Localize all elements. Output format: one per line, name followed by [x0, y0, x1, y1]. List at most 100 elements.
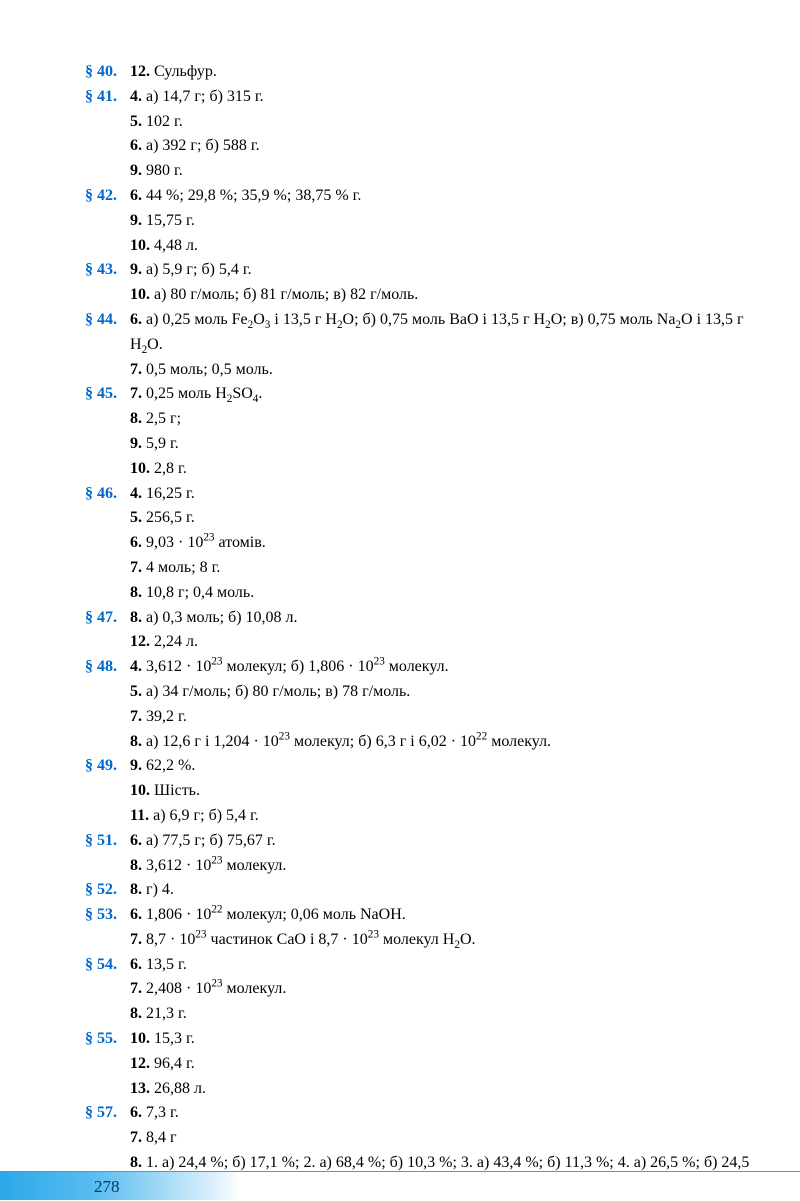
answer-content: 7. 8,4 г: [130, 1126, 750, 1151]
answer-content: 9. а) 5,9 г; б) 5,4 г.: [130, 258, 750, 283]
answer-content: 8. 2,5 г;: [130, 407, 750, 432]
answer-content: 4. 3,612 · 1023 молекул; б) 1,806 · 1023…: [130, 655, 750, 680]
answer-content: 7. 0,25 моль H2SO4.: [130, 382, 750, 407]
answer-content: 7. 39,2 г.: [130, 705, 750, 730]
answer-row: 7. 0,5 моль; 0,5 моль.: [85, 358, 750, 383]
answer-row: § 41.4. а) 14,7 г; б) 315 г.: [85, 85, 750, 110]
section-label: [85, 407, 130, 432]
answer-content: 12. Сульфур.: [130, 60, 750, 85]
section-label: [85, 1126, 130, 1151]
answer-row: § 43.9. а) 5,9 г; б) 5,4 г.: [85, 258, 750, 283]
answer-row: 11. а) 6,9 г; б) 5,4 г.: [85, 804, 750, 829]
answer-row: 9. 15,75 г.: [85, 209, 750, 234]
answer-content: 7. 2,408 · 1023 молекул.: [130, 977, 750, 1002]
section-label: [85, 705, 130, 730]
answer-row: 8. 10,8 г; 0,4 моль.: [85, 581, 750, 606]
section-label: § 52.: [85, 878, 130, 903]
section-label: [85, 1052, 130, 1077]
answer-content: 13. 26,88 л.: [130, 1077, 750, 1102]
answer-content: 5. а) 34 г/моль; б) 80 г/моль; в) 78 г/м…: [130, 680, 750, 705]
section-label: [85, 1002, 130, 1027]
answer-row: § 40.12. Сульфур.: [85, 60, 750, 85]
answer-content: 6. а) 77,5 г; б) 75,67 г.: [130, 829, 750, 854]
answer-content: 6. 44 %; 29,8 %; 35,9 %; 38,75 % г.: [130, 184, 750, 209]
answer-row: 5. а) 34 г/моль; б) 80 г/моль; в) 78 г/м…: [85, 680, 750, 705]
answer-row: 8. 21,3 г.: [85, 1002, 750, 1027]
section-label: [85, 531, 130, 556]
answer-content: 10. Шість.: [130, 779, 750, 804]
answer-row: § 57.6. 7,3 г.: [85, 1101, 750, 1126]
section-label: [85, 159, 130, 184]
answer-row: § 53.6. 1,806 · 1022 молекул; 0,06 моль …: [85, 903, 750, 928]
answer-content: 6. а) 0,25 моль Fe2O3 і 13,5 г H2O; б) 0…: [130, 308, 750, 358]
page-number: 278: [94, 1177, 120, 1197]
section-label: § 55.: [85, 1027, 130, 1052]
answer-content: 4. 16,25 г.: [130, 482, 750, 507]
section-label: § 47.: [85, 606, 130, 631]
section-label: [85, 928, 130, 953]
answer-content: 7. 8,7 · 1023 частинок CaO і 8,7 · 1023 …: [130, 928, 750, 953]
answer-row: § 55.10. 15,3 г.: [85, 1027, 750, 1052]
section-label: § 45.: [85, 382, 130, 407]
answer-row: 12. 2,24 л.: [85, 630, 750, 655]
answer-row: § 48.4. 3,612 · 1023 молекул; б) 1,806 ·…: [85, 655, 750, 680]
answer-content: 10. 2,8 г.: [130, 457, 750, 482]
answer-content: 12. 2,24 л.: [130, 630, 750, 655]
answer-row: 6. 9,03 · 1023 атомів.: [85, 531, 750, 556]
section-label: [85, 432, 130, 457]
answer-content: 10. а) 80 г/моль; б) 81 г/моль; в) 82 г/…: [130, 283, 750, 308]
section-label: [85, 110, 130, 135]
answer-content: 8. а) 12,6 г і 1,204 · 1023 молекул; б) …: [130, 730, 750, 755]
section-label: [85, 209, 130, 234]
section-label: [85, 581, 130, 606]
section-label: [85, 283, 130, 308]
answer-content: 12. 96,4 г.: [130, 1052, 750, 1077]
answer-row: 7. 4 моль; 8 г.: [85, 556, 750, 581]
answer-content: 5. 256,5 г.: [130, 506, 750, 531]
answer-row: 7. 2,408 · 1023 молекул.: [85, 977, 750, 1002]
answer-content: 10. 15,3 г.: [130, 1027, 750, 1052]
section-label: § 54.: [85, 953, 130, 978]
answer-content: 8. 3,612 · 1023 молекул.: [130, 854, 750, 879]
answer-row: 10. 2,8 г.: [85, 457, 750, 482]
answer-row: 6. а) 392 г; б) 588 г.: [85, 134, 750, 159]
section-label: § 44.: [85, 308, 130, 358]
section-label: [85, 680, 130, 705]
section-label: [85, 854, 130, 879]
section-label: § 51.: [85, 829, 130, 854]
answer-content: 9. 980 г.: [130, 159, 750, 184]
answer-content: 6. 1,806 · 1022 молекул; 0,06 моль NaOH.: [130, 903, 750, 928]
section-label: § 42.: [85, 184, 130, 209]
answer-content: 6. 9,03 · 1023 атомів.: [130, 531, 750, 556]
answer-row: § 52.8. г) 4.: [85, 878, 750, 903]
section-label: [85, 506, 130, 531]
answer-content: 9. 5,9 г.: [130, 432, 750, 457]
section-label: [85, 1077, 130, 1102]
answer-row: § 44.6. а) 0,25 моль Fe2O3 і 13,5 г H2O;…: [85, 308, 750, 358]
section-label: [85, 630, 130, 655]
answer-row: 10. а) 80 г/моль; б) 81 г/моль; в) 82 г/…: [85, 283, 750, 308]
answer-content: 9. 62,2 %.: [130, 754, 750, 779]
section-label: [85, 779, 130, 804]
section-label: § 57.: [85, 1101, 130, 1126]
answer-content: 10. 4,48 л.: [130, 234, 750, 259]
section-label: § 48.: [85, 655, 130, 680]
answer-content: 4. а) 14,7 г; б) 315 г.: [130, 85, 750, 110]
answer-row: 5. 256,5 г.: [85, 506, 750, 531]
section-label: [85, 804, 130, 829]
answer-row: 7. 8,4 г: [85, 1126, 750, 1151]
answer-content: 5. 102 г.: [130, 110, 750, 135]
answer-content: 6. а) 392 г; б) 588 г.: [130, 134, 750, 159]
footer-gradient-bar: [0, 1172, 240, 1200]
section-label: § 41.: [85, 85, 130, 110]
answer-row: § 54.6. 13,5 г.: [85, 953, 750, 978]
answer-row: § 42.6. 44 %; 29,8 %; 35,9 %; 38,75 % г.: [85, 184, 750, 209]
answer-content: 8. а) 0,3 моль; б) 10,08 л.: [130, 606, 750, 631]
answer-content: 9. 15,75 г.: [130, 209, 750, 234]
section-label: [85, 234, 130, 259]
section-label: [85, 730, 130, 755]
answer-row: 10. 4,48 л.: [85, 234, 750, 259]
section-label: [85, 358, 130, 383]
section-label: § 53.: [85, 903, 130, 928]
answer-row: 10. Шість.: [85, 779, 750, 804]
